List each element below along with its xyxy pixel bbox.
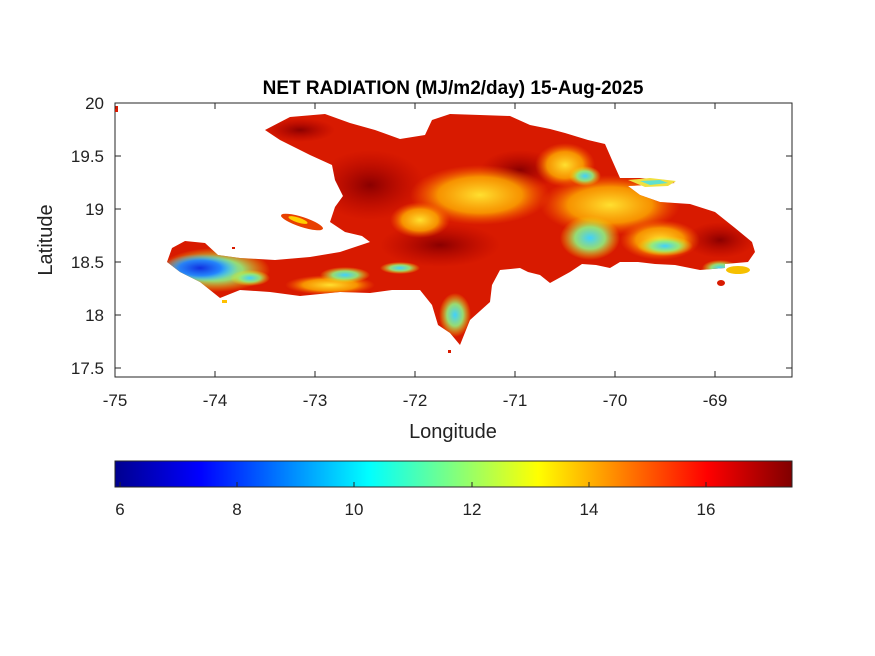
colorbar xyxy=(114,460,793,488)
colorbar-tick-label: 14 xyxy=(580,500,599,519)
y-ticks xyxy=(115,102,792,369)
colorbar-tick-label: 8 xyxy=(232,500,241,519)
x-tick-label: -72 xyxy=(403,391,428,410)
y-tick-label: 19.5 xyxy=(71,147,104,166)
x-tick-label: -71 xyxy=(503,391,528,410)
x-tick-label: -75 xyxy=(103,391,128,410)
colorbar-tick-label: 16 xyxy=(697,500,716,519)
x-ticks xyxy=(114,103,716,377)
y-tick-label: 18 xyxy=(85,306,104,325)
y-tick-label: 19 xyxy=(85,200,104,219)
colorbar-tick-label: 10 xyxy=(345,500,364,519)
y-tick-label: 18.5 xyxy=(71,253,104,272)
colorbar-ticks xyxy=(119,482,707,487)
y-tick-label: 17.5 xyxy=(71,359,104,378)
x-tick-label: -70 xyxy=(603,391,628,410)
x-tick-label: -74 xyxy=(203,391,228,410)
x-tick-label: -69 xyxy=(703,391,728,410)
x-axis-label: Longitude xyxy=(409,421,497,443)
y-tick-label: 20 xyxy=(85,94,104,113)
colorbar-tick-label: 12 xyxy=(463,500,482,519)
chart-title: NET RADIATION (MJ/m2/day) 15-Aug-2025 xyxy=(263,78,644,99)
x-tick-label: -73 xyxy=(303,391,328,410)
y-axis-label: Latitude xyxy=(35,204,57,275)
colorbar-tick-label: 6 xyxy=(115,500,124,519)
